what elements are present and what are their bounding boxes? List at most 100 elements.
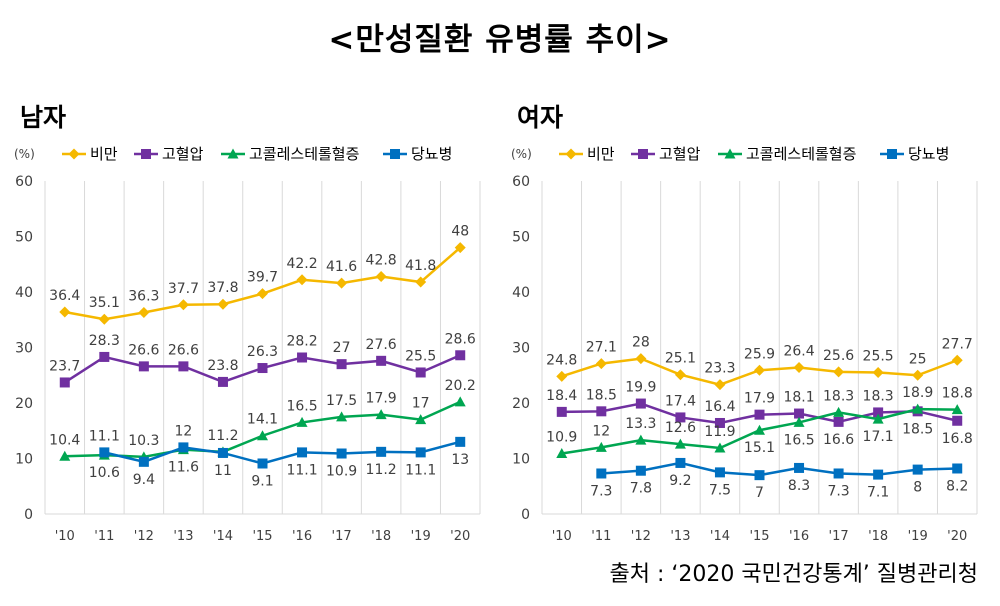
data-label: 42.2 [286,256,317,272]
data-label: 20.2 [445,378,476,394]
x-tick-label: '14 [710,529,730,544]
data-label: 16.4 [704,399,735,415]
legend-label: 비만 [90,145,118,163]
legend-label: 당뇨병 [908,145,949,163]
data-label: 12.6 [665,420,696,436]
data-label: 7.5 [709,482,731,498]
data-label: 11.9 [704,424,735,440]
data-point [952,463,963,474]
data-label: 9.2 [669,473,691,489]
data-label: 17.1 [863,429,894,445]
data-point [99,351,110,362]
series-line [104,440,461,465]
data-point [714,442,726,453]
x-tick-label: '15 [749,529,769,544]
data-label: 15.1 [744,440,775,456]
x-tick-label: '18 [868,529,888,544]
data-point [873,469,884,480]
data-point [833,416,844,427]
data-point [675,412,686,423]
data-point [217,447,228,458]
data-point [833,406,845,417]
data-label: 12 [592,423,610,439]
data-label: 17 [412,396,430,412]
data-point [951,404,963,415]
data-point [556,448,568,459]
x-tick-label: '13 [670,529,690,544]
data-label: 26.6 [168,342,199,358]
data-label: 17.5 [326,393,357,409]
data-label: 17.9 [744,391,775,407]
data-label: 18.9 [902,385,933,401]
data-label: 7.1 [867,485,889,501]
series-비만: 36.4 35.1 36.3 37.7 37.8 39.7 42.2 41.6 42.8 41.8… [49,224,469,325]
data-point [217,298,229,310]
series-line [601,461,958,477]
data-label: 26.4 [783,343,814,359]
x-tick-label: '17 [829,529,849,544]
data-label: 11.2 [207,428,238,444]
legend-marker [724,148,736,159]
data-point [297,352,308,363]
source-note: 출처 : ‘2020 국민건강통계’ 질병관리청 [609,562,978,587]
data-label: 37.7 [168,281,199,297]
data-label: 8.2 [946,478,968,494]
data-point [872,413,884,424]
legend-item: 고혈압 [134,145,204,163]
y-tick-label: 10 [512,452,530,468]
data-label: 36.3 [128,289,159,305]
data-label: 7 [755,485,764,501]
legend-label: 고혈압 [162,145,204,163]
legend-item: 고콜레스테롤혈증 [221,145,359,163]
chart-title-female: 여자 [517,103,564,132]
data-label: 11.6 [168,460,199,476]
x-tick-label: '10 [55,529,75,544]
y-axis-unit: (%) [511,147,532,161]
data-point [177,299,189,311]
data-point [257,363,268,374]
data-label: 11.2 [366,462,397,478]
data-point [595,441,607,452]
data-label: 18.3 [823,388,854,404]
data-label: 18.8 [942,386,973,402]
data-point [635,353,647,365]
data-point [873,407,884,418]
data-label: 25.5 [863,348,894,364]
data-label: 28.6 [445,331,476,347]
legend-item: 고혈압 [631,145,701,163]
data-point [415,414,427,425]
series-비만: 24.8 27.1 28 25.1 23.3 25.9 26.4 25.6 25.5 25 27.7 [546,335,973,391]
data-point [833,468,844,479]
legend-item: 고콜레스테롤혈증 [718,145,856,163]
x-tick-label: '12 [134,529,154,544]
data-label: 25 [909,351,927,367]
legend-item: 비만 [559,145,615,163]
data-point [794,462,805,473]
data-label: 26.3 [247,344,278,360]
data-point [454,242,466,254]
data-point [454,396,466,407]
data-label: 36.4 [49,288,80,304]
data-label: 16.6 [823,432,854,448]
data-label: 26.6 [128,342,159,358]
data-point [754,409,765,420]
data-label: 16.5 [783,432,814,448]
data-label: 27.7 [942,336,973,352]
data-point [296,416,308,427]
legend-label: 고콜레스테롤혈증 [746,145,856,163]
data-label: 24.8 [546,352,577,368]
y-tick-label: 0 [24,507,33,523]
data-label: 16.8 [942,431,973,447]
y-tick-label: 40 [15,285,33,301]
data-label: 9.4 [133,472,155,488]
data-label: 10.9 [326,464,357,480]
legend-marker [227,148,239,159]
data-label: 25.9 [744,346,775,362]
data-point [833,366,845,378]
data-label: 10.9 [546,430,577,446]
x-tick-label: '19 [908,529,928,544]
x-tick-label: '11 [94,529,114,544]
data-point [336,448,347,459]
legend-label: 비만 [587,145,615,163]
data-label: 35.1 [89,295,120,311]
